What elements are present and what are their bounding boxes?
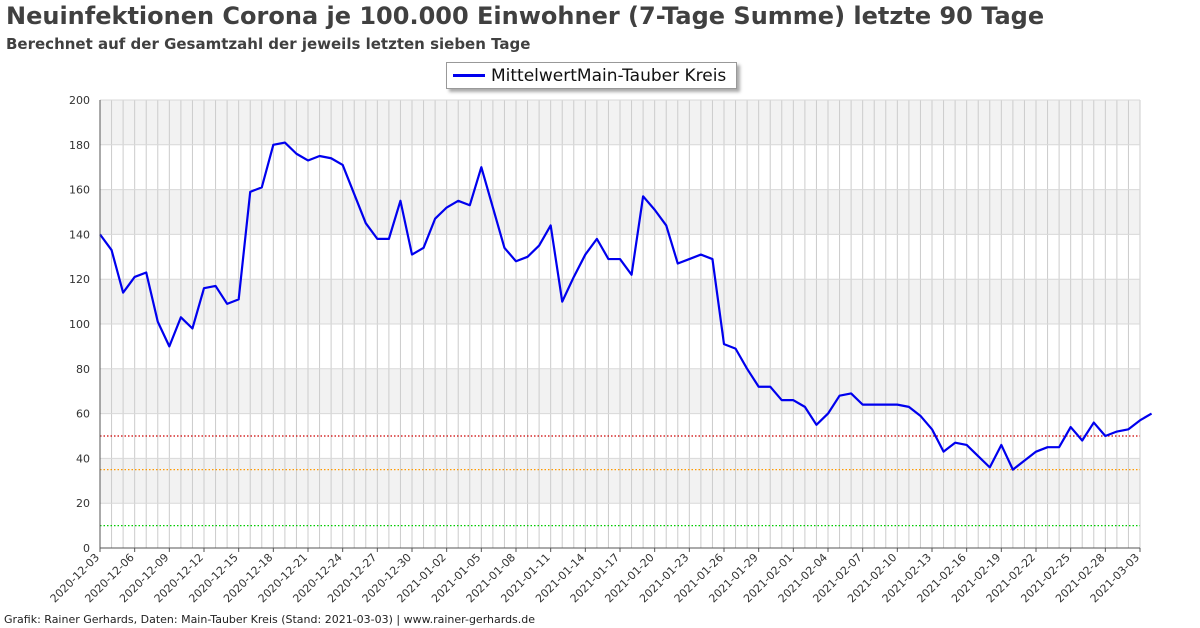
y-tick-label: 80 [76, 363, 90, 376]
legend-swatch [453, 74, 485, 77]
chart-legend: MittelwertMain-Tauber Kreis [446, 62, 738, 89]
legend-label: MittelwertMain-Tauber Kreis [491, 65, 727, 86]
y-tick-label: 20 [76, 497, 90, 510]
y-tick-label: 0 [83, 542, 90, 555]
y-tick-label: 120 [69, 273, 90, 286]
y-tick-label: 140 [69, 228, 90, 241]
footer-credit: Grafik: Rainer Gerhards, Daten: Main-Tau… [4, 613, 536, 626]
y-tick-label: 180 [69, 139, 90, 152]
chart-title: Neuinfektionen Corona je 100.000 Einwohn… [6, 2, 1045, 30]
y-tick-label: 60 [76, 408, 90, 421]
y-tick-label: 200 [69, 94, 90, 107]
y-tick-label: 160 [69, 184, 90, 197]
series-line [99, 141, 1153, 471]
y-tick-label: 100 [69, 318, 90, 331]
chart-subtitle: Berechnet auf der Gesamtzahl der jeweils… [6, 35, 531, 53]
y-tick-label: 40 [76, 452, 90, 465]
